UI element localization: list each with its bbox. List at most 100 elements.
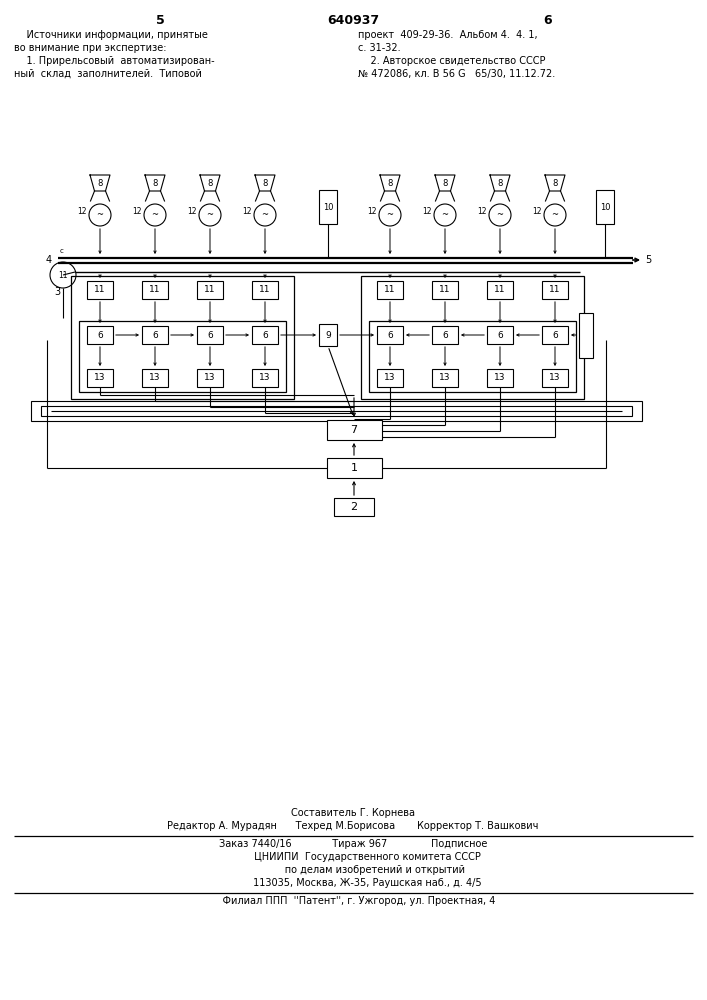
Text: 11: 11	[58, 270, 68, 279]
Text: 11: 11	[384, 286, 396, 294]
Bar	[87, 369, 113, 387]
Text: 13: 13	[494, 373, 506, 382]
Bar	[142, 369, 168, 387]
Text: 12: 12	[243, 207, 252, 216]
Text: 11: 11	[94, 286, 106, 294]
Text: ный  склад  заполнителей.  Типовой: ный склад заполнителей. Типовой	[14, 69, 202, 79]
Text: ~: ~	[496, 211, 503, 220]
Bar	[377, 281, 403, 299]
Polygon shape	[200, 175, 220, 191]
Bar	[252, 326, 278, 344]
Text: ~: ~	[387, 211, 394, 220]
Text: ЦНИИПИ  Государственного комитета СССР: ЦНИИПИ Государственного комитета СССР	[226, 852, 481, 862]
Bar	[87, 326, 113, 344]
Text: 5: 5	[156, 14, 164, 27]
Bar	[432, 326, 458, 344]
Polygon shape	[490, 175, 510, 191]
Bar	[142, 326, 168, 344]
Text: 13: 13	[439, 373, 451, 382]
Bar	[487, 326, 513, 344]
Text: 13: 13	[204, 373, 216, 382]
Text: 11: 11	[149, 286, 160, 294]
Bar	[334, 498, 374, 516]
Text: 12: 12	[368, 207, 377, 216]
Text: 8: 8	[497, 178, 503, 188]
Text: 6: 6	[262, 330, 268, 340]
Text: 13: 13	[94, 373, 106, 382]
Text: 2. Авторское свидетельство СССР: 2. Авторское свидетельство СССР	[358, 56, 546, 66]
Text: 6: 6	[97, 330, 103, 340]
Bar	[327, 420, 382, 440]
Bar	[79, 321, 286, 392]
Text: 8: 8	[443, 178, 448, 188]
Text: ~: ~	[551, 211, 559, 220]
Text: 10: 10	[323, 202, 333, 212]
Bar	[596, 190, 614, 224]
Bar	[369, 321, 576, 392]
Text: ~: ~	[206, 211, 214, 220]
Bar	[319, 324, 337, 346]
Text: Филиал ППП  ''Патент'', г. Ужгород, ул. Проектная, 4: Филиал ППП ''Патент'', г. Ужгород, ул. П…	[210, 896, 496, 906]
Text: 2: 2	[351, 502, 358, 512]
Text: 13: 13	[149, 373, 160, 382]
Text: 13: 13	[549, 373, 561, 382]
Text: 12: 12	[423, 207, 432, 216]
Bar	[71, 276, 294, 399]
Bar	[579, 312, 593, 358]
Bar	[542, 281, 568, 299]
Bar	[487, 369, 513, 387]
Text: 8: 8	[387, 178, 392, 188]
Text: 13: 13	[259, 373, 271, 382]
Bar	[197, 326, 223, 344]
Text: ~: ~	[151, 211, 158, 220]
Bar	[41, 406, 632, 416]
Bar	[542, 369, 568, 387]
Text: 6: 6	[152, 330, 158, 340]
Polygon shape	[435, 175, 455, 191]
Text: Редактор А. Мурадян      Техред М.Борисова       Корректор Т. Вашкович: Редактор А. Мурадян Техред М.Борисова Ко…	[168, 821, 539, 831]
Bar	[31, 401, 642, 421]
Bar	[432, 369, 458, 387]
Text: с. 31-32.: с. 31-32.	[358, 43, 401, 53]
Text: 6: 6	[544, 14, 552, 27]
Text: 12: 12	[78, 207, 87, 216]
Text: 1: 1	[351, 463, 358, 473]
Text: Заказ 7440/16             Тираж 967              Подписное: Заказ 7440/16 Тираж 967 Подписное	[218, 839, 487, 849]
Text: 8: 8	[552, 178, 558, 188]
Bar	[252, 369, 278, 387]
Bar	[87, 281, 113, 299]
Text: 640937: 640937	[327, 14, 379, 27]
Text: 11: 11	[259, 286, 271, 294]
Text: ~: ~	[262, 211, 269, 220]
Text: 11: 11	[204, 286, 216, 294]
Text: ~: ~	[441, 211, 448, 220]
Text: 6: 6	[552, 330, 558, 340]
Bar	[361, 276, 584, 399]
Bar	[487, 281, 513, 299]
Polygon shape	[145, 175, 165, 191]
Text: по делам изобретений и открытий: по делам изобретений и открытий	[241, 865, 465, 875]
Text: 6: 6	[387, 330, 393, 340]
Text: 3: 3	[54, 287, 60, 297]
Text: 11: 11	[549, 286, 561, 294]
Text: 6: 6	[207, 330, 213, 340]
Polygon shape	[255, 175, 275, 191]
Bar	[197, 369, 223, 387]
Text: c: c	[60, 248, 64, 254]
Polygon shape	[90, 175, 110, 191]
Bar	[252, 281, 278, 299]
Text: 9: 9	[325, 330, 331, 340]
Text: во внимание при экспертизе:: во внимание при экспертизе:	[14, 43, 167, 53]
Text: 11: 11	[494, 286, 506, 294]
Text: 1. Прирельсовый  автоматизирован-: 1. Прирельсовый автоматизирован-	[14, 56, 215, 66]
Text: 8: 8	[262, 178, 268, 188]
Text: 6: 6	[442, 330, 448, 340]
Text: 12: 12	[187, 207, 197, 216]
Bar	[319, 190, 337, 224]
Polygon shape	[380, 175, 400, 191]
Bar	[377, 326, 403, 344]
Text: № 472086, кл. В 56 G   65/30, 11.12.72.: № 472086, кл. В 56 G 65/30, 11.12.72.	[358, 69, 555, 79]
Text: 8: 8	[98, 178, 103, 188]
Bar	[432, 281, 458, 299]
Bar	[377, 369, 403, 387]
